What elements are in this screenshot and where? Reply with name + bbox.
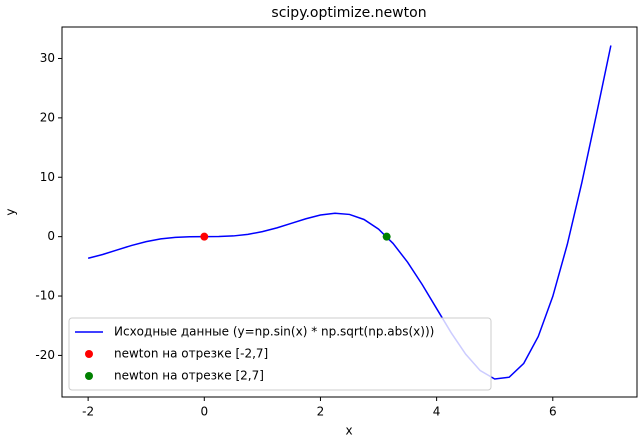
legend-swatch (85, 350, 93, 358)
legend-box (68, 317, 492, 391)
data-line (87, 45, 612, 380)
x-tick-label: -2 (82, 405, 94, 419)
legend-label: Исходные данные (y=np.sin(x) * np.sqrt(n… (114, 325, 434, 339)
x-axis-label: x (345, 424, 352, 438)
legend-swatch (85, 372, 93, 380)
y-axis-label: y (4, 208, 18, 215)
y-tick-label: -10 (35, 289, 55, 303)
y-tick-label: 30 (40, 51, 55, 65)
x-tick-label: 0 (200, 405, 208, 419)
chart-title: scipy.optimize.newton (271, 5, 426, 21)
x-tick-label: 6 (549, 405, 557, 419)
x-tick-label: 4 (433, 405, 441, 419)
y-tick-label: 0 (47, 229, 55, 243)
legend-label: newton на отрезке [2,7] (114, 369, 264, 383)
data-point (200, 232, 209, 241)
legend-label: newton на отрезке [-2,7] (114, 347, 268, 361)
data-point (382, 232, 391, 241)
y-tick-label: 20 (40, 110, 55, 124)
y-tick-label: 10 (40, 170, 55, 184)
plot-frame (61, 26, 638, 398)
x-tick-label: 2 (317, 405, 325, 419)
y-tick-label: -20 (35, 348, 55, 362)
